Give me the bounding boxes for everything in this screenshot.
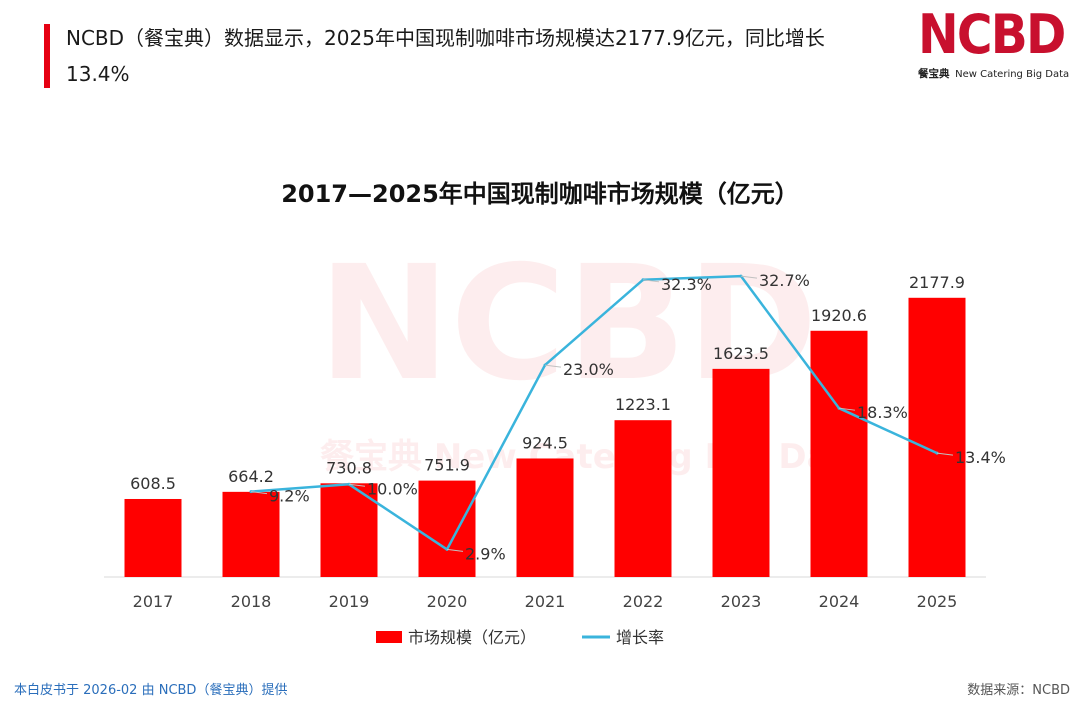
growth-label-2022: 32.3% — [661, 275, 712, 294]
chart-title: 2017—2025年中国现制咖啡市场规模（亿元） — [281, 180, 799, 208]
x-tick-2023: 2023 — [721, 592, 762, 611]
legend-bar-label: 市场规模（亿元） — [408, 628, 536, 647]
growth-leader-2021 — [544, 364, 562, 368]
bar-2022 — [614, 420, 672, 577]
brand-logo-cn: 餐宝典 — [918, 68, 950, 80]
legend: 市场规模（亿元） 增长率 — [376, 628, 664, 647]
bar-label-2019: 730.8 — [326, 458, 372, 477]
brand-logo-en: New Catering Big Data — [955, 69, 1070, 80]
bar-label-2017: 608.5 — [130, 474, 176, 493]
brand-logo-sub: 餐宝典 New Catering Big Data — [918, 66, 1074, 81]
bar-2023 — [712, 368, 770, 577]
growth-rate-line — [250, 274, 938, 551]
brand-logo-main: NCBD — [918, 3, 1066, 66]
bar-2017 — [124, 498, 182, 577]
brand-logo: NCBD 餐宝典 New Catering Big Data — [918, 6, 1074, 90]
x-tick-2020: 2020 — [427, 592, 468, 611]
bar-label-2020: 751.9 — [424, 456, 470, 475]
headline: NCBD（餐宝典）数据显示，2025年中国现制咖啡市场规模达2177.9亿元，同… — [66, 26, 825, 86]
bar-2019 — [320, 483, 378, 577]
bar-2025 — [908, 297, 966, 577]
bar-label-2025: 2177.9 — [909, 273, 965, 292]
growth-label-2021: 23.0% — [563, 360, 614, 379]
growth-leader-2023 — [740, 275, 758, 279]
x-tick-2025: 2025 — [917, 592, 958, 611]
footer-provider-note: 本白皮书于 2026-02 由 NCBD（餐宝典）提供 — [14, 683, 288, 698]
bar-label-2021: 924.5 — [522, 433, 568, 452]
x-tick-2018: 2018 — [231, 592, 272, 611]
watermark: NCBD 餐宝典 New Catering Big Data — [318, 232, 869, 477]
growth-label-2019: 10.0% — [367, 479, 418, 498]
growth-label-2023: 32.7% — [759, 271, 810, 290]
bar-label-2018: 664.2 — [228, 467, 274, 486]
footer-source: 数据来源：NCBD — [967, 683, 1070, 698]
growth-leader-2022 — [642, 279, 660, 283]
growth-leader-2018 — [250, 491, 268, 495]
growth-label-2025: 13.4% — [955, 448, 1006, 467]
bar-label-2022: 1223.1 — [615, 395, 671, 414]
growth-label-2020: 2.9% — [465, 544, 506, 563]
legend-line-label: 增长率 — [616, 628, 664, 647]
bar-2021 — [516, 458, 574, 577]
x-tick-2017: 2017 — [133, 592, 174, 611]
x-tick-2024: 2024 — [819, 592, 860, 611]
bar-label-2024: 1920.6 — [811, 306, 867, 325]
growth-leader-2024 — [838, 407, 856, 411]
headline-accent-bar — [44, 24, 50, 88]
growth-leader-2019 — [348, 483, 366, 487]
bar-2018 — [222, 491, 280, 577]
bar-label-2023: 1623.5 — [713, 344, 769, 363]
watermark-sub: 餐宝典 New Catering Big Data — [320, 437, 869, 477]
bar-2024 — [810, 330, 868, 577]
x-tick-2021: 2021 — [525, 592, 566, 611]
growth-label-2018: 9.2% — [269, 487, 310, 506]
x-tick-2022: 2022 — [623, 592, 664, 611]
growth-leader-2025 — [936, 452, 954, 456]
x-tick-2019: 2019 — [329, 592, 370, 611]
bar-2020 — [418, 480, 476, 577]
growth-leader-2020 — [446, 548, 464, 552]
growth-label-2024: 18.3% — [857, 403, 908, 422]
legend-bar-swatch — [376, 631, 402, 643]
